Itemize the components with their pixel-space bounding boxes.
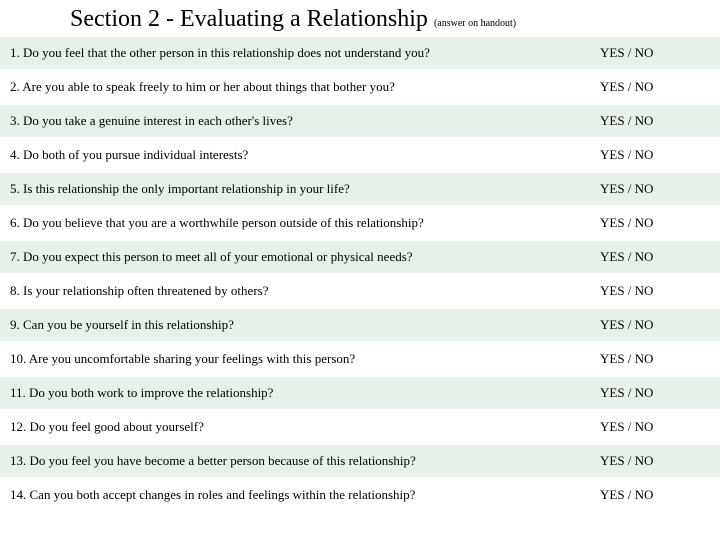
answer-cell: YES / NO: [590, 172, 720, 206]
table-row: 6. Do you believe that you are a worthwh…: [0, 206, 720, 240]
question-cell: 5. Is this relationship the only importa…: [0, 172, 590, 206]
answer-cell: YES / NO: [590, 342, 720, 376]
question-cell: 13. Do you feel you have become a better…: [0, 444, 590, 478]
answer-cell: YES / NO: [590, 206, 720, 240]
table-row: 8. Is your relationship often threatened…: [0, 274, 720, 308]
question-cell: 2. Are you able to speak freely to him o…: [0, 70, 590, 104]
question-cell: 1. Do you feel that the other person in …: [0, 37, 590, 70]
questions-table: 1. Do you feel that the other person in …: [0, 37, 720, 513]
table-row: 1. Do you feel that the other person in …: [0, 37, 720, 70]
question-cell: 14. Can you both accept changes in roles…: [0, 478, 590, 512]
table-row: 7. Do you expect this person to meet all…: [0, 240, 720, 274]
answer-cell: YES / NO: [590, 37, 720, 70]
answer-cell: YES / NO: [590, 104, 720, 138]
table-row: 11. Do you both work to improve the rela…: [0, 376, 720, 410]
table-row: 3. Do you take a genuine interest in eac…: [0, 104, 720, 138]
answer-cell: YES / NO: [590, 240, 720, 274]
question-cell: 12. Do you feel good about yourself?: [0, 410, 590, 444]
question-cell: 6. Do you believe that you are a worthwh…: [0, 206, 590, 240]
table-row: 10. Are you uncomfortable sharing your f…: [0, 342, 720, 376]
answer-cell: YES / NO: [590, 410, 720, 444]
answer-cell: YES / NO: [590, 70, 720, 104]
question-cell: 10. Are you uncomfortable sharing your f…: [0, 342, 590, 376]
question-cell: 7. Do you expect this person to meet all…: [0, 240, 590, 274]
question-cell: 8. Is your relationship often threatened…: [0, 274, 590, 308]
table-row: 4. Do both of you pursue individual inte…: [0, 138, 720, 172]
question-cell: 4. Do both of you pursue individual inte…: [0, 138, 590, 172]
section-subtitle: (answer on handout): [434, 18, 516, 29]
answer-cell: YES / NO: [590, 274, 720, 308]
answer-cell: YES / NO: [590, 308, 720, 342]
question-cell: 11. Do you both work to improve the rela…: [0, 376, 590, 410]
answer-cell: YES / NO: [590, 444, 720, 478]
question-cell: 9. Can you be yourself in this relations…: [0, 308, 590, 342]
section-title: Section 2 - Evaluating a Relationship: [70, 6, 434, 32]
table-row: 14. Can you both accept changes in roles…: [0, 478, 720, 512]
answer-cell: YES / NO: [590, 138, 720, 172]
answer-cell: YES / NO: [590, 376, 720, 410]
answer-cell: YES / NO: [590, 478, 720, 512]
table-row: 2. Are you able to speak freely to him o…: [0, 70, 720, 104]
table-row: 5. Is this relationship the only importa…: [0, 172, 720, 206]
section-header: Section 2 - Evaluating a Relationship (a…: [0, 0, 720, 37]
table-row: 13. Do you feel you have become a better…: [0, 444, 720, 478]
table-row: 12. Do you feel good about yourself?YES …: [0, 410, 720, 444]
question-cell: 3. Do you take a genuine interest in eac…: [0, 104, 590, 138]
table-row: 9. Can you be yourself in this relations…: [0, 308, 720, 342]
